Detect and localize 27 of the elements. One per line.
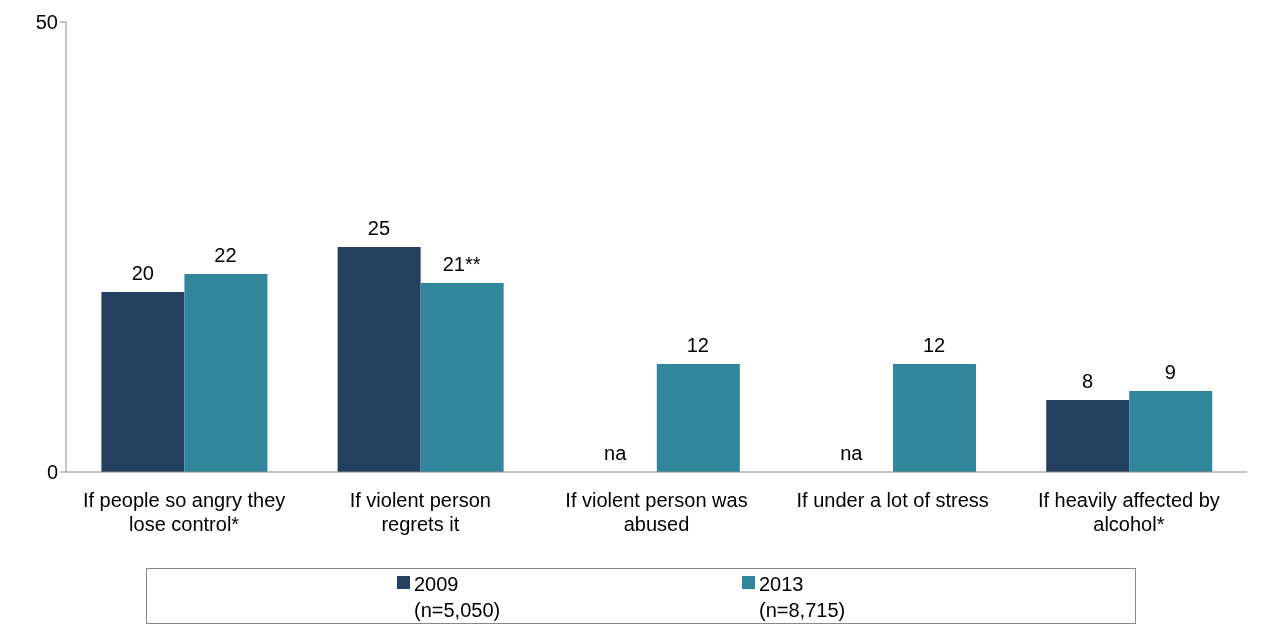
legend-label: 2009 (n=5,050) bbox=[414, 572, 501, 623]
text: na bbox=[604, 442, 627, 464]
data-label: 20 bbox=[131, 262, 154, 284]
data-label: 9 bbox=[1164, 361, 1176, 383]
bar bbox=[1046, 400, 1130, 472]
data-label: 12 bbox=[686, 334, 709, 356]
bar bbox=[420, 283, 504, 472]
x-tick-label: If violent person regrets it bbox=[348, 488, 492, 536]
data-label: 8 bbox=[1082, 370, 1094, 392]
data-label: 12 bbox=[922, 334, 946, 356]
legend-label: 2013 (n=8,715) bbox=[759, 572, 846, 623]
y-tick-label: 0 bbox=[46, 461, 58, 484]
data-label: 21** bbox=[442, 253, 481, 275]
bar bbox=[184, 274, 268, 472]
bar bbox=[1129, 391, 1213, 472]
text: na bbox=[840, 442, 863, 464]
x-tick-label: If heavily affected by alcohol* bbox=[1036, 488, 1221, 536]
bar bbox=[337, 247, 421, 472]
bar bbox=[656, 364, 740, 472]
x-tick-label: If under a lot of stress bbox=[795, 488, 990, 512]
data-label: 22 bbox=[214, 244, 237, 266]
data-label: 25 bbox=[367, 217, 391, 239]
bar bbox=[101, 292, 185, 472]
y-tick-label: 50 bbox=[35, 11, 58, 34]
bar bbox=[893, 364, 977, 472]
x-tick-label: If people so angry they lose control* bbox=[81, 488, 287, 536]
x-tick-label: If violent person was abused bbox=[564, 488, 749, 536]
